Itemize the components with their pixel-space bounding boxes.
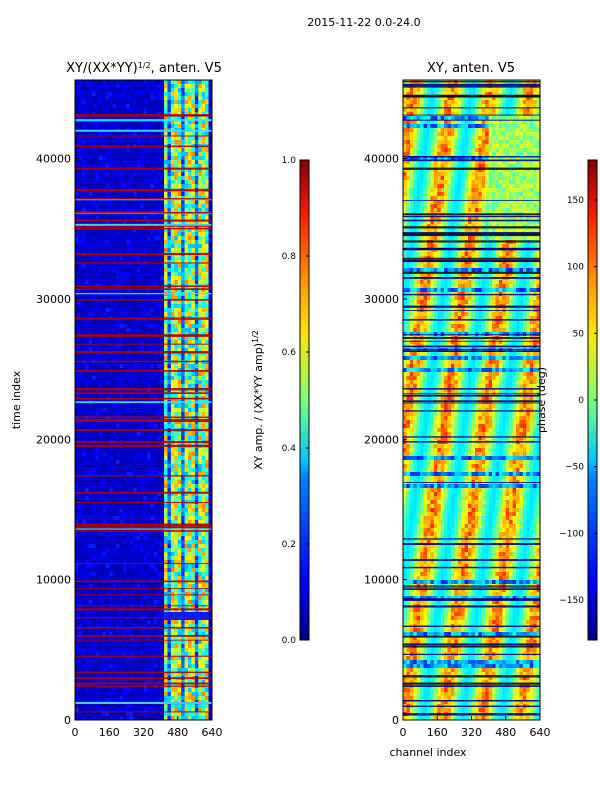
x-tick-label: 0 [400, 726, 407, 739]
heatmap-stripes [403, 80, 540, 716]
y-tick-label: 20000 [36, 433, 71, 446]
colorbar-tick-label: 150 [567, 196, 584, 206]
y-tick-label: 20000 [364, 433, 399, 446]
y-tick-label: 10000 [36, 574, 71, 587]
amplitude-colorbar: 0.0 0.2 0.4 0.6 0.8 1.0 [282, 156, 310, 646]
colorbar-tick-label: −100 [559, 529, 584, 539]
amplitude-colorbar-label: XY amp. / (XX*YY amp)1/2 [251, 330, 266, 470]
y-tick-label: 10000 [364, 574, 399, 587]
y-tick-label: 0 [392, 714, 399, 727]
colorbar-tick-label: 0.2 [282, 540, 296, 550]
phase-colorbar: 150 100 50 0 −50 −100 −150 [559, 159, 598, 641]
phase-colorbar-label: phase (deg) [535, 367, 548, 433]
x-tick-label: 320 [133, 726, 154, 739]
heatmap-cells [403, 80, 541, 721]
colorbar-tick-label: −150 [559, 596, 584, 606]
amplitude-ylabel: time index [10, 370, 23, 429]
phase-heatmap-title: XY, anten. V5 [427, 61, 515, 76]
x-tick-label: 160 [99, 726, 120, 739]
phase-xlabel: channel index [389, 746, 467, 759]
y-tick-label: 30000 [364, 293, 399, 306]
colorbar-tick-label: −50 [565, 463, 584, 473]
colorbar-tick-label: 0.6 [282, 348, 297, 358]
y-tick-label: 0 [64, 714, 71, 727]
colorbar-tick-label: 0.8 [282, 252, 297, 262]
heatmap-cells [75, 80, 213, 721]
x-tick-label: 0 [72, 726, 79, 739]
colorbar-tick-label: 100 [567, 263, 584, 273]
x-tick-label: 640 [202, 726, 223, 739]
y-tick-label: 40000 [36, 153, 71, 166]
y-tick-label: 40000 [364, 153, 399, 166]
heatmap-stripes [75, 114, 212, 713]
x-tick-label: 640 [530, 726, 551, 739]
y-tick-label: 30000 [36, 293, 71, 306]
x-tick-label: 320 [461, 726, 482, 739]
x-tick-label: 160 [427, 726, 448, 739]
colorbar-tick-label: 50 [573, 329, 585, 339]
colorbar-scale [299, 159, 310, 641]
x-tick-label: 480 [495, 726, 516, 739]
x-tick-label: 480 [167, 726, 188, 739]
figure-title: 2015-11-22 0.0-24.0 [307, 16, 420, 29]
colorbar-tick-label: 0 [578, 396, 584, 406]
colorbar-tick-label: 0.4 [282, 444, 297, 454]
amplitude-heatmap-title: XY/(XX*YY)1/2, anten. V5 [66, 61, 222, 77]
amplitude-heatmap: 0 160 320 480 640 0 10000 20000 30000 40000 [36, 79, 223, 739]
colorbar-tick-label: 0.0 [282, 636, 297, 646]
colorbar-tick-label: 1.0 [282, 156, 297, 166]
phase-heatmap: 0 160 320 480 640 0 10000 20000 30000 40000 [364, 79, 551, 739]
